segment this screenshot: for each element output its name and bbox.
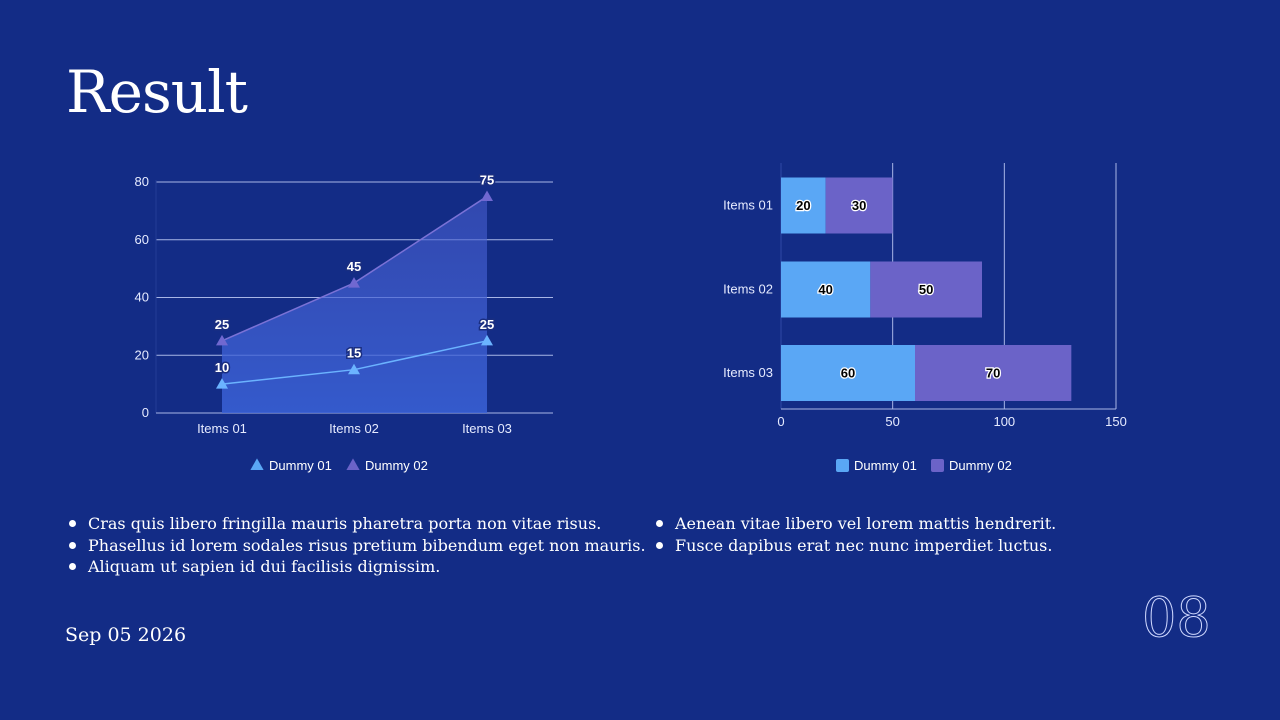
legend-label: Dummy 02: [949, 458, 1012, 473]
data-label: 20: [796, 198, 810, 213]
data-label: 40: [818, 282, 832, 297]
data-label: 45: [347, 259, 361, 274]
x-tick-label: 100: [993, 414, 1015, 429]
bullet-item: Aliquam ut sapien id dui facilisis digni…: [66, 556, 646, 578]
data-label: 70: [986, 366, 1000, 381]
bar-chart: 0 50 100 150 Items 01 20 30 Items 02 40 50 Items 0…: [723, 163, 1127, 473]
data-label: 25: [480, 317, 494, 332]
x-tick-label: Items 01: [197, 421, 247, 436]
slide-title: Result: [66, 58, 248, 126]
x-tick-label: Items 02: [329, 421, 379, 436]
legend-label: Dummy 02: [365, 458, 428, 473]
legend-marker-dummy-01: [250, 458, 264, 470]
bullet-list-right: Aenean vitae libero vel lorem mattis hen…: [653, 513, 1056, 556]
legend-label: Dummy 01: [854, 458, 917, 473]
data-label: 75: [480, 172, 494, 187]
bullet-item: Fusce dapibus erat nec nunc imperdiet lu…: [653, 535, 1056, 557]
page-number: 08: [1142, 586, 1212, 650]
bar-dummy-01: [781, 261, 871, 318]
bullet-item: Aenean vitae libero vel lorem mattis hen…: [653, 513, 1056, 535]
y-tick-label: 20: [135, 347, 149, 362]
data-label: 10: [215, 360, 229, 375]
area-chart: 0 20 40 60 80 10 15 25 25 45 75 Items 01 Items 02 Ite…: [135, 171, 553, 473]
legend-label: Dummy 01: [269, 458, 332, 473]
data-label: 60: [841, 366, 855, 381]
y-tick-label: Items 03: [723, 365, 773, 380]
data-label: 30: [852, 198, 866, 213]
data-label: 25: [215, 317, 229, 332]
data-point-marker: [348, 277, 360, 288]
y-tick-label: Items 01: [723, 198, 773, 213]
bar-dummy-02: [825, 177, 893, 234]
slide-date: Sep 05 2026: [65, 624, 187, 646]
legend-marker-dummy-01: [836, 459, 849, 472]
series-area-dummy-02: [222, 196, 487, 413]
y-tick-label: 80: [135, 174, 149, 189]
x-tick-label: 50: [885, 414, 899, 429]
data-point-marker: [481, 334, 493, 346]
y-tick-label: 60: [135, 232, 149, 247]
y-tick-label: Items 02: [723, 282, 773, 297]
legend-marker-dummy-02: [931, 459, 944, 472]
data-point-marker: [348, 363, 360, 375]
legend-marker-dummy-02: [346, 458, 360, 470]
bar-dummy-01: [781, 345, 915, 401]
bar-dummy-01: [781, 177, 826, 234]
bar-dummy-02: [915, 345, 1072, 401]
y-tick-label: 0: [142, 405, 149, 420]
x-tick-label: 0: [777, 414, 784, 429]
data-label: 15: [347, 346, 361, 361]
x-tick-label: Items 03: [462, 421, 512, 436]
bar-dummy-02: [870, 261, 982, 318]
y-tick-label: 40: [135, 290, 149, 305]
data-point-marker: [216, 378, 228, 389]
bullet-item: Phasellus id lorem sodales risus pretium…: [66, 535, 646, 557]
data-label: 50: [919, 282, 933, 297]
data-point-marker: [481, 190, 493, 201]
data-point-marker: [216, 334, 228, 346]
bullet-list-left: Cras quis libero fringilla mauris pharet…: [66, 513, 646, 578]
x-tick-label: 150: [1105, 414, 1127, 429]
bullet-item: Cras quis libero fringilla mauris pharet…: [66, 513, 646, 535]
